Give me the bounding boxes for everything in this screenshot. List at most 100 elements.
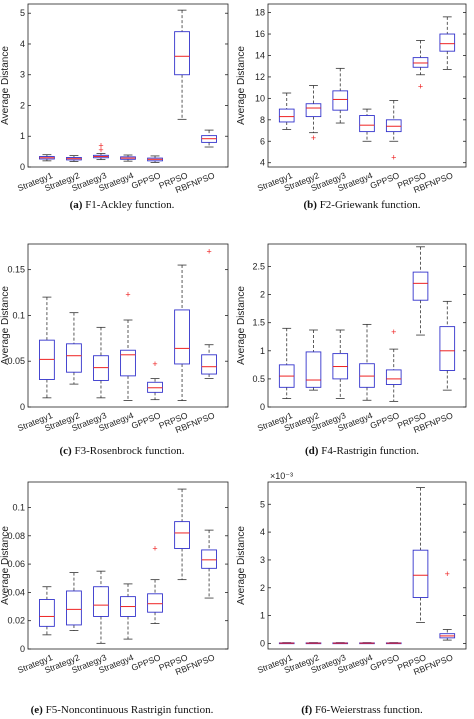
panel-caption: (e) F5-Noncontinuous Rastrigin function. [31, 704, 214, 716]
y-tick-label: 8 [260, 115, 265, 125]
box-rbfnpso [439, 16, 456, 70]
panel-caption: (b) F2-Griewank function. [303, 199, 420, 211]
box-iqr [278, 108, 295, 123]
box-prpso [174, 488, 190, 581]
outlier-marker: + [206, 246, 211, 256]
box-iqr [412, 57, 429, 68]
y-tick-label: 2 [260, 290, 265, 300]
box-strategy1 [39, 154, 55, 162]
box-strategy3 [332, 642, 349, 645]
y-axis-label: Average Distance [236, 46, 247, 125]
y-tick-label: 1 [20, 131, 25, 141]
y-tick-label: 0.02 [7, 616, 25, 626]
box-gppso: + [147, 544, 163, 624]
box-iqr [201, 549, 217, 569]
box-iqr [147, 593, 163, 613]
box-strategy4 [359, 323, 375, 401]
y-tick-label: 2.5 [252, 261, 265, 271]
box-strategy3 [93, 326, 109, 399]
y-tick-label: 0 [260, 638, 265, 648]
box-iqr [305, 351, 322, 388]
box-prpso [174, 9, 190, 120]
panel-letter: (a) [70, 199, 83, 211]
y-tick-label: 0 [20, 162, 25, 172]
box-iqr [439, 33, 456, 52]
box-prpso [412, 487, 429, 623]
box-iqr [120, 349, 136, 377]
y-tick-label: 0.06 [7, 559, 25, 569]
outlier-marker: + [98, 140, 103, 150]
panel-caption-title: F3-Rosenbrock function. [74, 445, 184, 457]
panel-caption-title: F1-Ackley function. [85, 199, 174, 211]
box-iqr [39, 599, 55, 627]
box-strategy4 [359, 108, 375, 142]
box-gppso: + [385, 100, 402, 162]
box-strategy4 [359, 642, 375, 645]
box-prpso: + [412, 40, 429, 92]
panel-letter: (f) [301, 704, 312, 716]
box-rbfnpso [201, 529, 217, 599]
box-strategy2 [305, 642, 322, 645]
outlier-marker: + [418, 82, 423, 92]
box-iqr [201, 354, 217, 375]
panel-letter: (e) [31, 704, 44, 716]
box-strategy2 [305, 329, 322, 391]
panel-caption-title: F6-Weierstrass function. [315, 704, 423, 716]
box-iqr [412, 271, 429, 301]
panel-letter: (c) [60, 445, 73, 457]
panel-caption: (a) F1-Ackley function. [70, 199, 175, 211]
y-axis-label: Average Distance [236, 526, 247, 605]
box-gppso: + [147, 359, 163, 401]
y-tick-label: 14 [255, 50, 265, 60]
box-strategy1 [39, 296, 55, 399]
box-prpso [412, 246, 429, 336]
panel-letter: (d) [305, 445, 319, 457]
box-iqr [305, 103, 322, 118]
box-rbfnpso [201, 129, 217, 148]
plot-frame [27, 243, 229, 408]
outlier-marker: + [311, 133, 316, 143]
box-gppso [385, 642, 402, 645]
plot-frame [27, 481, 229, 650]
box-rbfnpso: + [201, 246, 217, 380]
y-axis-label: Average Distance [0, 46, 11, 125]
y-tick-label: 12 [255, 72, 265, 82]
box-strategy4 [120, 583, 136, 640]
box-iqr [412, 549, 429, 598]
box-strategy1 [278, 327, 295, 399]
box-iqr [359, 363, 375, 388]
box-iqr [332, 90, 349, 111]
outlier-marker: + [98, 145, 103, 155]
plot-frame [267, 243, 467, 408]
box-strategy4: + [120, 289, 136, 401]
plot-frame [27, 3, 229, 168]
box-strategy4 [120, 154, 136, 162]
y-tick-label: 0 [20, 402, 25, 412]
y-axis-label: Average Distance [236, 286, 247, 365]
box-strategy1 [278, 92, 295, 130]
y-tick-label: 3 [260, 555, 265, 565]
y-tick-label: 16 [255, 29, 265, 39]
y-tick-label: 0.08 [7, 531, 25, 541]
y-tick-label: 0 [20, 644, 25, 654]
y-tick-label: 2 [260, 583, 265, 593]
box-strategy3 [93, 570, 109, 644]
panel-caption: (d) F4-Rastrigin function. [305, 445, 419, 457]
y-tick-label: 5 [260, 499, 265, 509]
panel-letter: (b) [303, 199, 317, 211]
box-strategy2 [66, 155, 82, 162]
y-tick-label: 2 [20, 100, 25, 110]
box-iqr [174, 309, 190, 365]
y-tick-label: 0.5 [252, 374, 265, 384]
y-tick-label: 0.05 [7, 356, 25, 366]
y-axis-label: Average Distance [0, 526, 11, 605]
box-strategy1 [278, 642, 295, 645]
outlier-marker: + [152, 359, 157, 369]
panel-caption-title: F5-Noncontinuous Rastrigin function. [46, 704, 214, 716]
box-iqr [174, 521, 190, 549]
y-tick-label: 0.04 [7, 587, 25, 597]
